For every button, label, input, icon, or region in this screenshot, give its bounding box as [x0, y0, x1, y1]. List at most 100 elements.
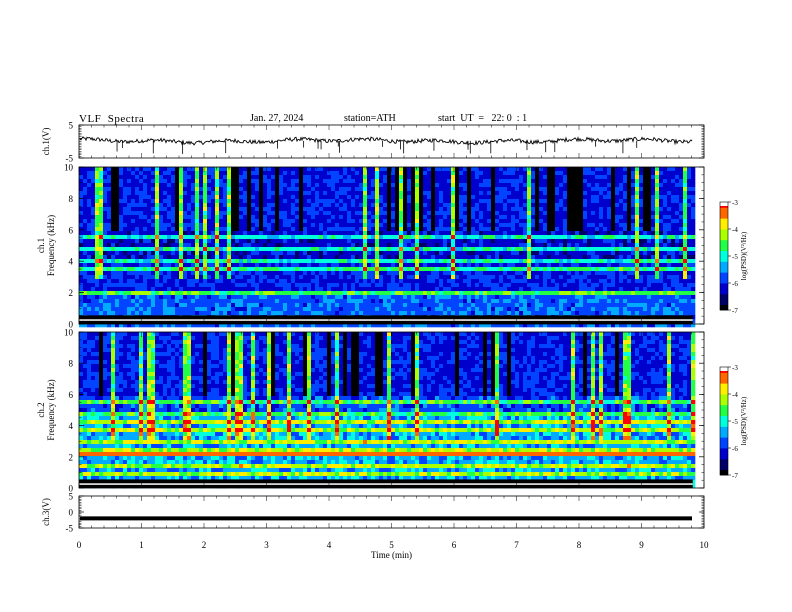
spectrogram-cell — [235, 211, 240, 216]
spectrogram-cell — [123, 207, 128, 212]
spectrogram-cell — [151, 167, 156, 172]
spectrogram-cell — [211, 199, 216, 204]
spectrogram-cell — [215, 243, 220, 248]
spectrogram-cell — [195, 283, 200, 288]
spectrogram-cell — [263, 175, 268, 180]
spectrogram-cell — [199, 239, 204, 244]
spectrogram-cell — [671, 279, 676, 284]
spectrogram-cell — [423, 187, 428, 192]
spectrogram-cell — [291, 203, 296, 208]
spectrogram-cell — [575, 195, 580, 200]
spectrogram-cell — [211, 179, 216, 184]
spectrogram-cell — [195, 247, 200, 252]
spectrogram-cell — [619, 247, 624, 252]
spectrogram-cell — [131, 191, 136, 196]
spectrogram-cell — [279, 219, 284, 224]
spectrogram-cell — [111, 239, 116, 244]
spectrogram-cell — [219, 287, 224, 292]
spectrogram-cell — [111, 167, 116, 172]
spectrogram-cell — [503, 191, 508, 196]
spectrogram-cell — [287, 231, 292, 236]
spectrogram-cell — [627, 275, 632, 280]
spectrogram-cell — [667, 183, 672, 188]
spectrogram-cell — [415, 187, 420, 192]
spectrogram-cell — [455, 167, 460, 172]
spectrogram-cell — [403, 207, 408, 212]
spectrogram-cell — [519, 171, 524, 176]
spectrogram-cell — [507, 267, 512, 272]
spectrogram-cell — [259, 279, 264, 284]
spectrogram-cell — [383, 207, 388, 212]
spectrogram-cell — [167, 191, 172, 196]
spectrogram-cell — [307, 259, 312, 264]
spectrogram-cell — [175, 183, 180, 188]
spectrogram-cell — [663, 187, 668, 192]
spectrogram-cell — [547, 227, 552, 232]
spectrogram-cell — [175, 267, 180, 272]
spectrogram-cell — [91, 263, 96, 268]
spectrogram-cell — [655, 231, 660, 236]
spectrogram-cell — [255, 191, 260, 196]
spectrogram-cell — [343, 255, 348, 260]
spectrogram-cell — [291, 287, 296, 292]
spectrogram-cell — [395, 199, 400, 204]
spectrogram-cell — [211, 267, 216, 272]
spectrogram-cell — [439, 211, 444, 216]
spectrogram-cell — [419, 251, 424, 256]
spectrogram-cell — [147, 259, 152, 264]
spectrogram-cell — [607, 219, 612, 224]
spectrogram-cell — [155, 239, 160, 244]
spectrogram-cell — [235, 223, 240, 228]
spectrogram-cell — [291, 171, 296, 176]
spectrogram-cell — [103, 203, 108, 208]
spectrogram-cell — [619, 235, 624, 240]
spectrogram-cell — [231, 187, 236, 192]
spectrogram-cell — [587, 251, 592, 256]
spectrogram-cell — [687, 267, 692, 272]
spectrogram-cell — [191, 283, 196, 288]
spectrogram-cell — [427, 287, 432, 292]
spectrogram-cell — [315, 215, 320, 220]
spectrogram-cell — [167, 219, 172, 224]
spectrogram-cell — [403, 219, 408, 224]
spectrogram-cell — [115, 199, 120, 204]
spectrogram-cell — [255, 175, 260, 180]
spectrogram-cell — [395, 263, 400, 268]
spectrogram-cell — [275, 191, 280, 196]
spectrogram-cell — [167, 211, 172, 216]
spectrogram-cell — [103, 259, 108, 264]
spectrogram-cell — [367, 211, 372, 216]
spectrogram-cell — [507, 215, 512, 220]
spectrogram-cell — [79, 219, 84, 224]
spectrogram-cell — [595, 255, 600, 260]
spectrogram-cell — [671, 283, 676, 288]
spectrogram-cell — [615, 259, 620, 264]
spectrogram-cell — [399, 171, 404, 176]
spectrogram-cell — [655, 235, 660, 240]
spectrogram-cell — [371, 211, 376, 216]
spectrogram-cell — [463, 279, 468, 284]
spectrogram-cell — [667, 263, 672, 268]
spectrogram-cell — [351, 255, 356, 260]
spectrogram-cell — [667, 251, 672, 256]
spectrogram-cell — [495, 227, 500, 232]
spectrogram-cell — [583, 255, 588, 260]
spectrogram-cell — [283, 167, 288, 172]
spectrogram-cell — [135, 211, 140, 216]
spectrogram-cell — [395, 223, 400, 228]
spectrogram-cell — [91, 271, 96, 276]
spectrogram-cell — [499, 271, 504, 276]
spectrogram-cell — [107, 279, 112, 284]
spectrogram-cell — [347, 243, 352, 248]
spectrogram-cell — [175, 167, 180, 172]
spectrogram-cell — [139, 207, 144, 212]
spectrogram-cell — [567, 183, 572, 188]
spectrogram-cell — [655, 215, 660, 220]
spectrogram-cell — [443, 235, 448, 240]
spectrogram-cell — [399, 287, 404, 292]
spectrogram-cell — [615, 175, 620, 180]
spectrogram-cell — [579, 271, 584, 276]
spectrogram-cell — [163, 275, 168, 280]
spectrogram-cell — [535, 167, 540, 172]
spectrogram-cell — [483, 219, 488, 224]
